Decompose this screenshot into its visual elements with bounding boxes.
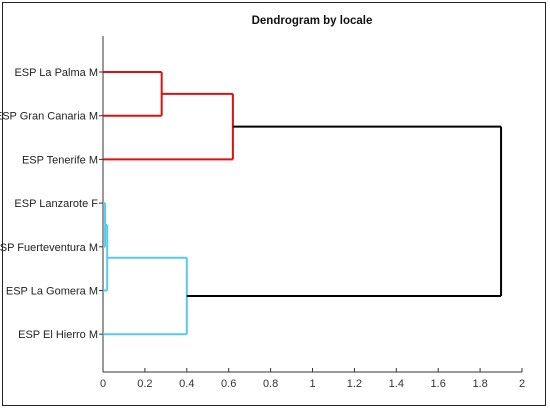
leaf-label: ESP La Palma M <box>14 67 98 79</box>
chart-frame <box>2 2 546 406</box>
leaf-label: ESP Gran Canaria M <box>0 111 98 123</box>
x-tick-label: 1 <box>309 378 315 390</box>
x-tick-label: 1.6 <box>431 378 446 390</box>
x-tick-label: 0 <box>100 378 106 390</box>
leaf-label: ESP La Gomera M <box>6 286 98 298</box>
x-tick-label: 0.4 <box>179 378 194 390</box>
plot-area: 0 0.2 0.4 0.6 0.8 1 1.2 1.4 1.6 1.8 2 ESP La Palma … <box>0 36 525 390</box>
chart-title: Dendrogram by locale <box>252 15 373 27</box>
x-tick-label: 1.4 <box>389 378 404 390</box>
leaf-label: ESP Tenerife M <box>22 154 98 166</box>
x-tick-label: 1.2 <box>347 378 362 390</box>
x-tick-label: 0.6 <box>221 378 236 390</box>
leaf-label: ESP Fuerteventura M <box>0 242 98 254</box>
x-tick-label: 0.2 <box>137 378 152 390</box>
x-tick-label: 2 <box>519 378 525 390</box>
leaf-label: ESP Lanzarote F <box>14 198 98 210</box>
x-tick-label: 0.8 <box>263 378 278 390</box>
leaf-label: ESP El Hierro M <box>18 329 98 341</box>
x-tick-label: 1.8 <box>472 378 487 390</box>
